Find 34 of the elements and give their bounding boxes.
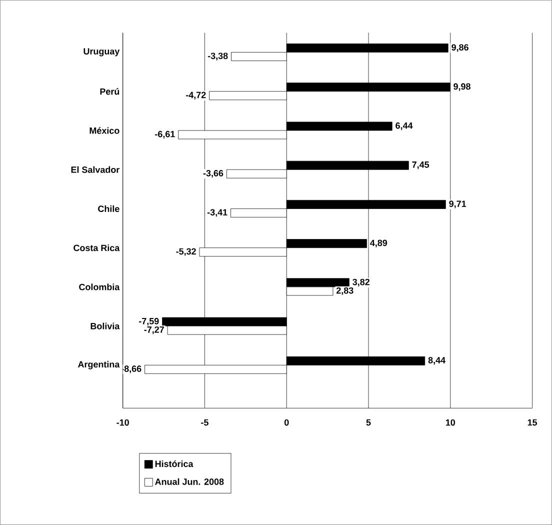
data-label: -5,32 <box>176 248 196 256</box>
data-label: 9,86 <box>452 44 468 52</box>
y-tick-label: Perú <box>100 88 120 95</box>
x-tick-label: -10 <box>116 419 129 426</box>
y-tick-label: Colombia <box>79 284 120 290</box>
data-label: -3,41 <box>207 209 228 217</box>
data-label: 9,71 <box>449 200 466 208</box>
data-label: -3,38 <box>208 52 228 60</box>
data-label: -3,66 <box>203 170 224 178</box>
data-label: -4,72 <box>186 92 206 100</box>
data-label: 3,82 <box>352 278 370 287</box>
y-tick-label: Costa Rica <box>74 244 120 252</box>
data-label: -6,61 <box>155 130 175 139</box>
data-label: 4,89 <box>370 240 388 248</box>
legend-label: Histórica <box>155 460 194 468</box>
x-tick-label: 15 <box>528 419 538 426</box>
x-tick-label: 0 <box>284 419 289 426</box>
data-label: -7,27 <box>144 326 164 334</box>
data-label: 9,98 <box>454 83 470 91</box>
x-tick-label: 10 <box>446 419 456 426</box>
data-label: 6,44 <box>396 122 413 130</box>
data-label: 8,44 <box>428 357 446 365</box>
y-tick-label: Chile <box>98 205 120 212</box>
y-tick-label: El Salvador <box>71 166 120 173</box>
x-tick-label: 5 <box>366 419 371 426</box>
legend-label: Anual Jun. 2008 <box>155 478 224 485</box>
data-label: 2,83 <box>336 287 354 296</box>
data-label: 7,45 <box>412 162 430 170</box>
y-tick-label: Uruguay <box>84 48 120 56</box>
y-tick-label: Argentina <box>78 360 120 370</box>
y-tick-label: Bolivia <box>90 322 120 330</box>
x-tick-label: -5 <box>201 419 208 426</box>
y-tick-label: México <box>90 127 120 134</box>
data-label: -7,59 <box>138 318 159 326</box>
